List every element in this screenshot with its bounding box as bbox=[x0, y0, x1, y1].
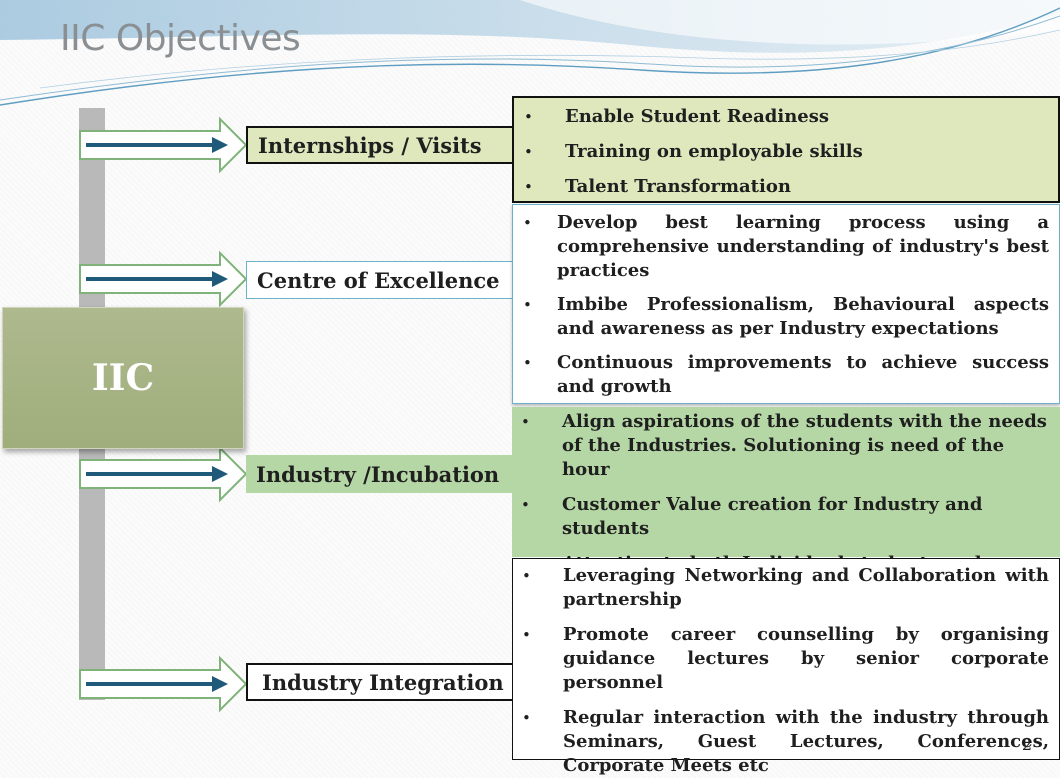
arrow-icon bbox=[79, 445, 248, 503]
bullet-item: • Align aspirations of the students with … bbox=[521, 411, 1047, 480]
objectives-box-industry-incubation: • Align aspirations of the students with … bbox=[512, 407, 1060, 598]
bullet-item: • Continuous improvements to achieve succ… bbox=[523, 352, 1049, 397]
page-title: IIC Objectives bbox=[60, 18, 301, 59]
iic-center-box: IIC bbox=[2, 307, 244, 449]
bullet-icon: • bbox=[524, 108, 533, 126]
bullet-item: • Talent Transformation bbox=[524, 173, 1048, 208]
objectives-box-industry-integration: • Leveraging Networking and Collaboration… bbox=[512, 558, 1060, 776]
bullet-icon: • bbox=[521, 496, 530, 514]
bullet-item: • Imbibe Professionalism, Behavioural asp… bbox=[523, 294, 1049, 339]
bullet-icon: • bbox=[524, 178, 533, 196]
bullet-item: • Regular interaction with the industry t… bbox=[522, 707, 1049, 776]
objectives-box-internships: • Enable Student Readiness • Training on e… bbox=[512, 96, 1060, 203]
bullet-item: • Leveraging Networking and Collaboration… bbox=[522, 565, 1049, 610]
bullet-icon: • bbox=[521, 413, 530, 431]
arrow-icon bbox=[79, 116, 248, 174]
bullet-icon: • bbox=[523, 296, 532, 314]
bullet-icon: • bbox=[522, 709, 531, 727]
section-label-industry-integration: Industry Integration bbox=[246, 663, 529, 701]
section-label-industry-incubation: Industry /Incubation bbox=[246, 455, 514, 493]
bullet-icon: • bbox=[524, 143, 533, 161]
bullet-item: • Training on employable skills bbox=[524, 138, 1048, 173]
bullet-item: • Develop best learning process using a c… bbox=[523, 212, 1049, 281]
objectives-box-centre-of-excellence: • Develop best learning process using a c… bbox=[512, 204, 1060, 404]
bullet-icon: • bbox=[523, 354, 532, 372]
header-wave-decoration bbox=[0, 0, 1060, 106]
section-label-internships: Internships / Visits bbox=[246, 126, 514, 164]
page-number: 2 bbox=[1021, 735, 1032, 754]
arrow-icon bbox=[79, 655, 248, 713]
bullet-icon: • bbox=[522, 567, 531, 585]
bullet-icon: • bbox=[522, 626, 531, 644]
bullet-item: • Enable Student Readiness bbox=[524, 103, 1048, 138]
section-label-centre-of-excellence: Centre of Excellence bbox=[246, 261, 514, 299]
arrow-icon bbox=[79, 250, 248, 308]
bullet-icon: • bbox=[523, 214, 532, 232]
bullet-item: • Customer Value creation for Industry an… bbox=[521, 494, 983, 539]
bullet-item: • Promote career counselling by organisin… bbox=[522, 624, 1049, 693]
